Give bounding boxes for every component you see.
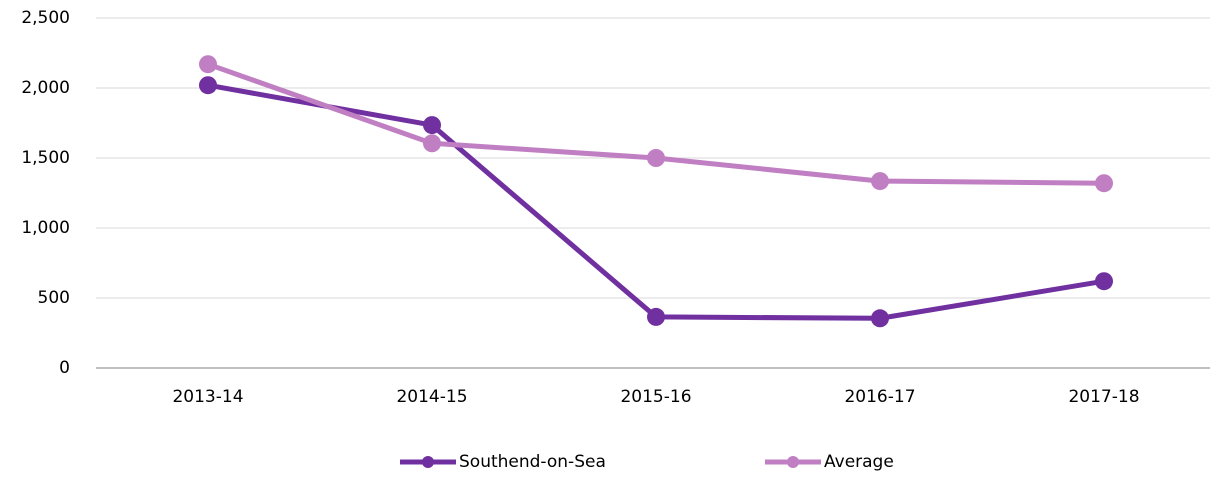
x-tick-label: 2016-17 <box>844 387 915 407</box>
data-point <box>871 172 889 191</box>
y-tick-label: 0 <box>59 358 70 378</box>
legend-marker <box>422 456 434 468</box>
x-tick-label: 2014-15 <box>396 387 467 407</box>
y-tick-label: 2,500 <box>21 8 70 28</box>
data-point <box>423 134 441 153</box>
series-line <box>207 82 1105 321</box>
y-tick-label: 1,500 <box>21 148 70 168</box>
x-tick-label: 2017-18 <box>1068 387 1139 407</box>
x-tick-label: 2015-16 <box>620 387 691 407</box>
x-tick-label: 2013-14 <box>172 387 243 407</box>
data-point <box>647 307 665 326</box>
data-point <box>423 116 441 135</box>
data-point <box>1095 272 1113 291</box>
data-point <box>1095 174 1113 193</box>
legend-label: Southend-on-Sea <box>459 452 606 472</box>
data-point <box>199 55 217 74</box>
legend-label: Average <box>824 452 894 472</box>
legend-marker <box>787 456 799 468</box>
data-point <box>647 149 665 167</box>
y-tick-label: 2,000 <box>21 78 70 98</box>
data-point <box>871 309 889 328</box>
data-point <box>199 76 217 95</box>
y-tick-label: 1,000 <box>21 218 70 238</box>
y-tick-label: 500 <box>38 288 70 308</box>
